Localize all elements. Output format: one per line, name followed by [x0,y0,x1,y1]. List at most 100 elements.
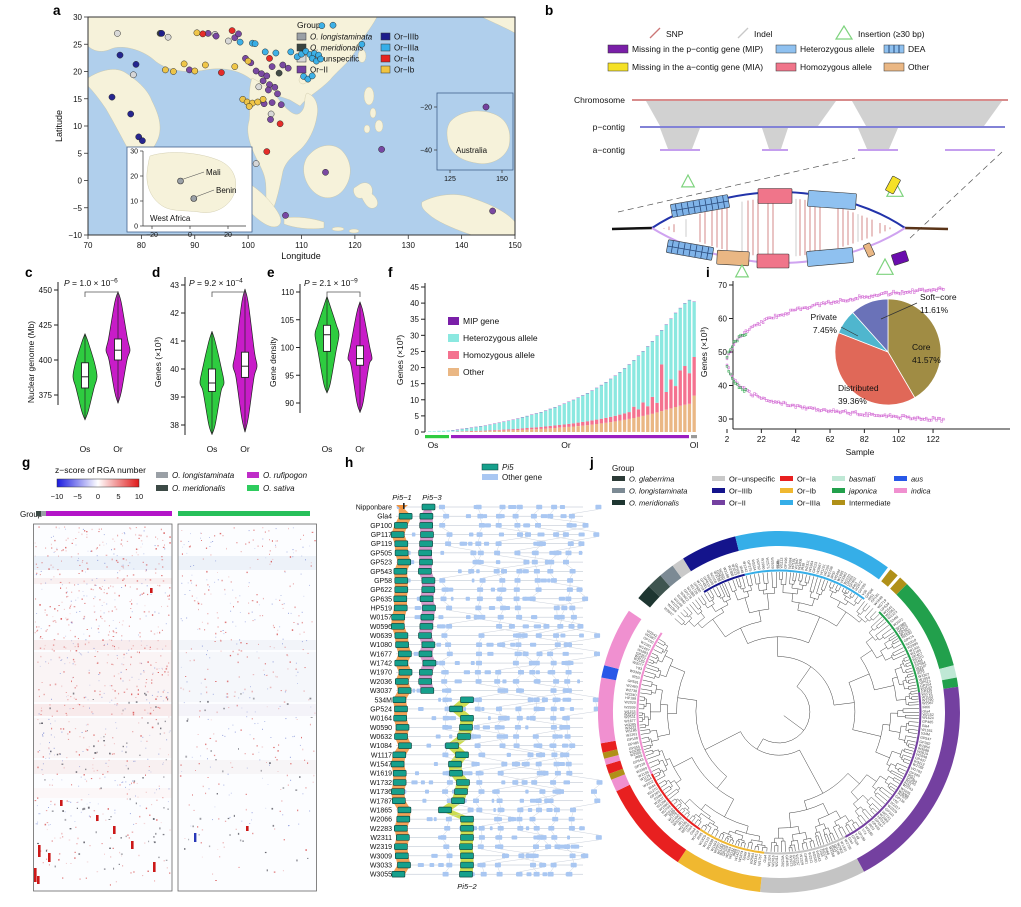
svg-text:GP655: GP655 [846,575,855,587]
other-gene-box [522,624,529,629]
bar-segment [483,431,487,432]
bar-segment [650,396,654,414]
x-tick-label: 120 [348,241,362,250]
sample-point [158,30,166,37]
svg-text:W3285: W3285 [624,722,636,727]
other-gene-box [425,789,429,794]
scatter-marker [777,400,780,403]
other-gene-box [547,871,554,877]
tick-marker [403,503,405,509]
y-tick-label: 5 [78,149,83,158]
sample-point [274,90,281,98]
ring-segment [604,610,642,669]
bar-segment [525,429,529,432]
y-tick-label: 0 [78,177,83,186]
svg-text:GP328: GP328 [722,845,730,857]
bar-segment [557,405,562,425]
bar-segment [678,308,682,371]
sample-point [116,51,124,59]
x-tick-label: 100 [241,241,255,250]
bar-segment [465,428,469,432]
pi5-gene-box [460,825,474,832]
significance-bracket [211,291,246,297]
other-gene-box [535,587,542,592]
bar-segment [641,351,645,403]
svg-text:W1810: W1810 [905,638,917,647]
other-gene-box [552,734,559,739]
bar-segment [622,419,627,432]
scatter-marker [725,356,729,359]
bar-segment [479,426,483,431]
gene-connector [476,720,507,726]
scatter-marker [911,288,914,291]
heatmap-feature-red [48,853,51,862]
other-gene-box [568,513,575,519]
gene-connector [535,738,540,744]
bar-segment [553,407,557,426]
heatmap-band [34,640,172,650]
pi5-gene-box [438,806,452,814]
scatter-marker [725,365,729,368]
gene-connector [554,839,558,845]
svg-text:GP454: GP454 [628,745,640,752]
svg-text:W2311: W2311 [807,852,813,864]
sample-point [252,67,260,75]
gene-connector [441,665,446,670]
other-gene-box [468,568,475,574]
gene-connector [517,610,520,615]
svg-text:W2987: W2987 [922,701,934,706]
scatter-marker [918,416,921,420]
scatter-marker [799,405,802,408]
other-gene-box [439,523,446,528]
alignment-block [660,128,700,149]
svg-text:IR53: IR53 [632,675,640,681]
pi5-gene-box [395,834,410,841]
y-tick-label: 15 [410,380,419,389]
gene-connector [553,748,555,753]
gene-connector [569,867,574,872]
other-gene-box [441,587,445,592]
other-gene-box [542,578,547,583]
svg-text:W2483: W2483 [878,813,889,824]
pi5-gene-box [459,843,473,850]
other-gene-box [444,706,451,712]
heatmap-feature-red [131,841,134,849]
pi5-gene-box [395,641,409,648]
pi5-gene-box [454,788,468,795]
other-gene-box [497,826,504,831]
scatter-marker [804,408,808,411]
other-gene-box [511,835,518,840]
other-gene-box [535,523,541,528]
svg-text:GP485: GP485 [922,720,933,725]
heatmap-feature-red [96,815,99,821]
svg-text:GP619: GP619 [702,576,711,588]
bar-segment [571,426,576,432]
colorbar-tick: 10 [135,492,143,501]
other-gene-box [547,578,551,583]
other-gene-box [470,661,475,666]
scatter-marker [856,297,859,301]
gene-connector [515,518,518,524]
gene-connector [498,830,501,836]
sample-point [261,48,269,56]
scatter-marker [760,320,763,323]
bar-segment [567,426,571,432]
svg-text:W3045: W3045 [905,778,917,787]
pie-label: Private [811,312,838,322]
scatter-marker [823,302,827,306]
scatter-marker [816,302,820,305]
other-gene-box [450,716,456,721]
svg-text:GP150: GP150 [642,636,654,645]
other-gene-box [533,844,539,849]
svg-text:Gla4: Gla4 [644,776,653,783]
bar-segment [664,324,668,392]
row-label: W2066 [370,817,392,824]
other-gene-box [515,642,522,647]
svg-text:W1101: W1101 [819,564,826,576]
svg-text:W2502: W2502 [781,855,785,866]
scatter-marker [858,294,861,297]
svg-text:W1038: W1038 [705,574,714,586]
pie-slice [852,298,889,354]
gene-connector [532,848,537,854]
